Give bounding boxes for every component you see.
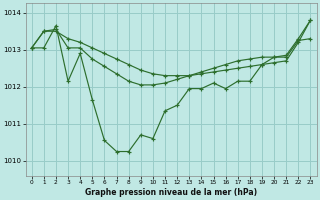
X-axis label: Graphe pression niveau de la mer (hPa): Graphe pression niveau de la mer (hPa): [85, 188, 257, 197]
